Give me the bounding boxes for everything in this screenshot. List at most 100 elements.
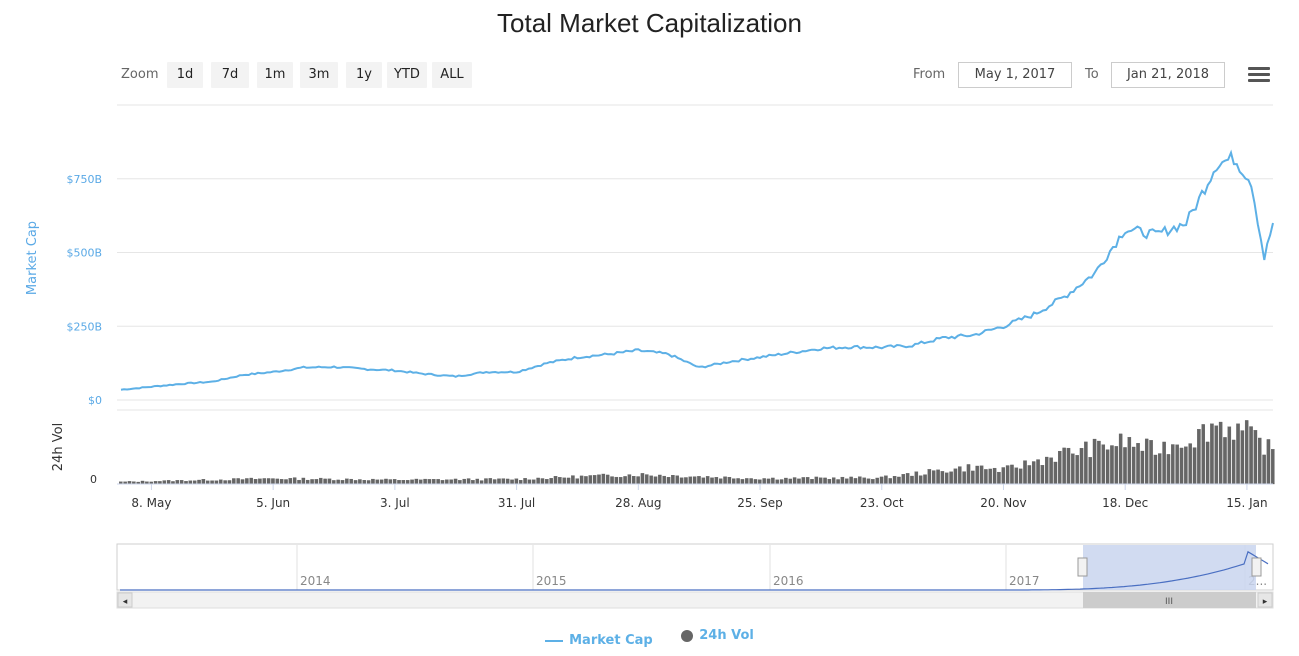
volume-bar bbox=[714, 477, 719, 485]
volume-bar bbox=[1162, 441, 1166, 485]
volume-bar bbox=[827, 478, 832, 485]
volume-bar bbox=[1240, 430, 1245, 485]
volume-bar bbox=[605, 474, 610, 485]
volume-bar bbox=[1218, 421, 1223, 485]
volume-bar bbox=[792, 477, 797, 485]
volume-bar bbox=[684, 477, 688, 485]
volume-bar bbox=[479, 480, 484, 485]
market-cap-line bbox=[120, 149, 1274, 391]
volume-bar bbox=[1227, 426, 1232, 485]
volume-bar bbox=[949, 471, 953, 485]
volume-bar bbox=[232, 478, 236, 485]
volume-bar bbox=[166, 480, 171, 485]
market-cap-axis-title: Market Cap bbox=[25, 221, 40, 295]
volume-bar bbox=[1210, 423, 1214, 485]
volume-bar bbox=[401, 480, 406, 485]
volume-bar bbox=[1127, 437, 1132, 485]
zoom-ytd-button[interactable]: YTD bbox=[387, 62, 427, 88]
export-menu-icon[interactable] bbox=[1248, 67, 1270, 85]
navigator-right-handle[interactable] bbox=[1251, 557, 1262, 577]
scroll-right-button[interactable] bbox=[1257, 592, 1273, 608]
volume-bar bbox=[440, 480, 445, 485]
zoom-1y-button[interactable]: 1y bbox=[346, 62, 382, 88]
volume-bar bbox=[1018, 468, 1023, 485]
navigator-year-label: 2016 bbox=[773, 574, 804, 588]
volume-bar bbox=[679, 477, 684, 485]
legend-market-cap[interactable]: Market Cap bbox=[545, 633, 653, 648]
volume-bar bbox=[788, 478, 793, 485]
volume-bar bbox=[1149, 440, 1153, 485]
zoom-1d-button[interactable]: 1d bbox=[167, 62, 203, 88]
volume-bar bbox=[1049, 457, 1053, 485]
zoom-all-button[interactable]: ALL bbox=[432, 62, 472, 88]
volume-bar bbox=[910, 475, 914, 485]
range-from-input[interactable]: May 1, 2017 bbox=[958, 62, 1072, 88]
volume-bar bbox=[466, 478, 471, 485]
volume-bar bbox=[1075, 455, 1079, 485]
navigator-selection[interactable] bbox=[1083, 545, 1256, 590]
range-to-input[interactable]: Jan 21, 2018 bbox=[1111, 62, 1225, 88]
volume-bar bbox=[884, 475, 888, 485]
volume-bar bbox=[445, 479, 449, 485]
volume-bar bbox=[292, 477, 297, 485]
volume-bar bbox=[540, 478, 545, 485]
volume-bar bbox=[701, 477, 706, 485]
navigator-scrollbar-thumb[interactable] bbox=[1083, 592, 1256, 608]
zoom-3m-button[interactable]: 3m bbox=[300, 62, 338, 88]
volume-bar bbox=[723, 476, 727, 485]
volume-bar bbox=[1040, 465, 1045, 485]
zoom-7d-button[interactable]: 7d bbox=[211, 62, 249, 88]
volume-bar bbox=[1136, 443, 1140, 485]
volume-bar bbox=[771, 477, 775, 485]
volume-bar bbox=[762, 478, 766, 485]
legend-24h-vol[interactable]: 24h Vol bbox=[681, 628, 754, 643]
x-tick-label: 20. Nov bbox=[980, 496, 1026, 510]
volume-bar bbox=[688, 476, 693, 485]
volume-bar bbox=[449, 479, 453, 485]
volume-bar bbox=[923, 474, 927, 485]
volume-bar bbox=[740, 479, 745, 485]
volume-bar bbox=[779, 479, 784, 485]
x-tick-label: 25. Sep bbox=[737, 496, 783, 510]
scroll-left-button[interactable] bbox=[117, 592, 133, 608]
zoom-1m-button[interactable]: 1m bbox=[257, 62, 293, 88]
volume-bar bbox=[162, 480, 167, 485]
volume-bar bbox=[984, 469, 988, 485]
volume-bar bbox=[966, 464, 971, 485]
volume-bar bbox=[975, 465, 979, 485]
volume-bar bbox=[436, 479, 440, 485]
volume-bar bbox=[784, 477, 788, 485]
volume-bar bbox=[988, 468, 992, 485]
volume-bar bbox=[210, 480, 214, 485]
volume-bar bbox=[392, 479, 397, 485]
volume-bar bbox=[201, 479, 206, 485]
x-tick-label: 8. May bbox=[131, 496, 171, 510]
volume-bar bbox=[1197, 429, 1201, 485]
volume-bar bbox=[979, 465, 984, 485]
x-tick-label: 3. Jul bbox=[380, 496, 410, 510]
volume-bar bbox=[175, 480, 180, 485]
volume-bar bbox=[645, 474, 649, 485]
volume-bar bbox=[505, 478, 510, 485]
legend-market-cap-label: Market Cap bbox=[569, 633, 653, 648]
volume-bar bbox=[245, 478, 249, 485]
volume-bar bbox=[223, 480, 227, 485]
volume-bar bbox=[797, 478, 801, 485]
volume-bar bbox=[1266, 439, 1271, 485]
volume-bar bbox=[305, 479, 310, 485]
volume-bar bbox=[745, 478, 749, 485]
volume-bar bbox=[953, 468, 958, 485]
navigator-left-handle[interactable] bbox=[1077, 557, 1088, 577]
volume-bar bbox=[658, 474, 662, 485]
volume-bar bbox=[858, 476, 862, 485]
volume-bar bbox=[1053, 461, 1058, 485]
volume-bar bbox=[718, 478, 723, 485]
volume-bar bbox=[831, 477, 836, 485]
volume-bar bbox=[379, 479, 384, 485]
navigator-scrollbar-track[interactable] bbox=[116, 591, 1274, 609]
volume-bar bbox=[627, 474, 632, 485]
volume-bar bbox=[523, 478, 527, 485]
volume-bar bbox=[592, 475, 597, 485]
volume-bar bbox=[1253, 430, 1258, 485]
volume-bar bbox=[1258, 437, 1262, 485]
